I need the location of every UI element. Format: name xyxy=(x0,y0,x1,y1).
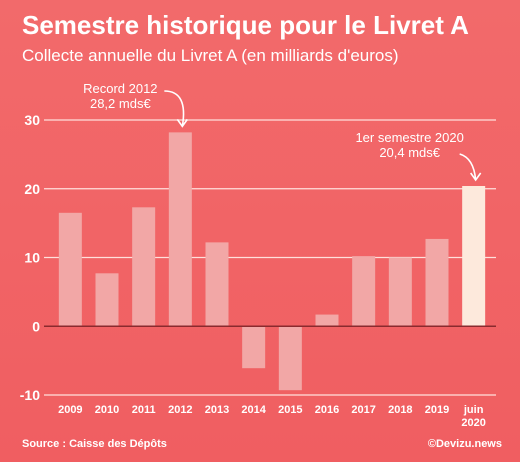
bar xyxy=(58,212,82,327)
bar xyxy=(132,207,156,327)
annotation-arrow xyxy=(164,90,185,127)
chart-title: Semestre historique pour le Livret A xyxy=(22,10,469,40)
x-tick-label: 2017 xyxy=(351,404,375,416)
x-tick-label: 2015 xyxy=(278,404,302,416)
bar xyxy=(242,326,266,369)
x-tick-label: 2012 xyxy=(168,404,192,416)
credit-note: ©Devizu.news xyxy=(427,438,502,450)
x-tick-label: 2009 xyxy=(58,404,82,416)
bar xyxy=(388,257,412,327)
bar xyxy=(352,256,376,327)
y-tick-label: 0 xyxy=(32,318,40,334)
y-tick-label: 30 xyxy=(24,112,40,128)
x-tick-label: 2016 xyxy=(315,404,339,416)
x-tick-label: 2018 xyxy=(388,404,412,416)
bar xyxy=(168,132,192,327)
annotation-arrowhead xyxy=(470,172,482,182)
annotation-text: Record 2012 28,2 mds€ xyxy=(83,81,157,111)
chart-subtitle: Collecte annuelle du Livret A (en millia… xyxy=(22,46,399,65)
source-note: Source : Caisse des Dépôts xyxy=(22,438,167,450)
annotation-arrowhead xyxy=(176,118,188,128)
y-tick-label: -10 xyxy=(20,387,40,403)
x-tick-label: 2019 xyxy=(425,404,449,416)
annotation-arrow xyxy=(459,153,477,181)
x-tick-label: 2011 xyxy=(132,404,156,416)
bar xyxy=(205,242,229,327)
bar xyxy=(95,273,119,327)
x-tick-label: 2010 xyxy=(95,404,119,416)
bar xyxy=(462,186,486,327)
bar xyxy=(278,326,302,391)
bar xyxy=(315,314,339,327)
x-tick-label: 2013 xyxy=(205,404,229,416)
x-tick-label: juin 2020 xyxy=(461,404,485,429)
y-tick-label: 20 xyxy=(24,181,40,197)
annotation-text: 1er semestre 2020 20,4 mds€ xyxy=(355,130,463,160)
x-tick-label: 2014 xyxy=(241,404,266,416)
y-tick-label: 10 xyxy=(24,250,40,266)
bar xyxy=(425,238,449,327)
